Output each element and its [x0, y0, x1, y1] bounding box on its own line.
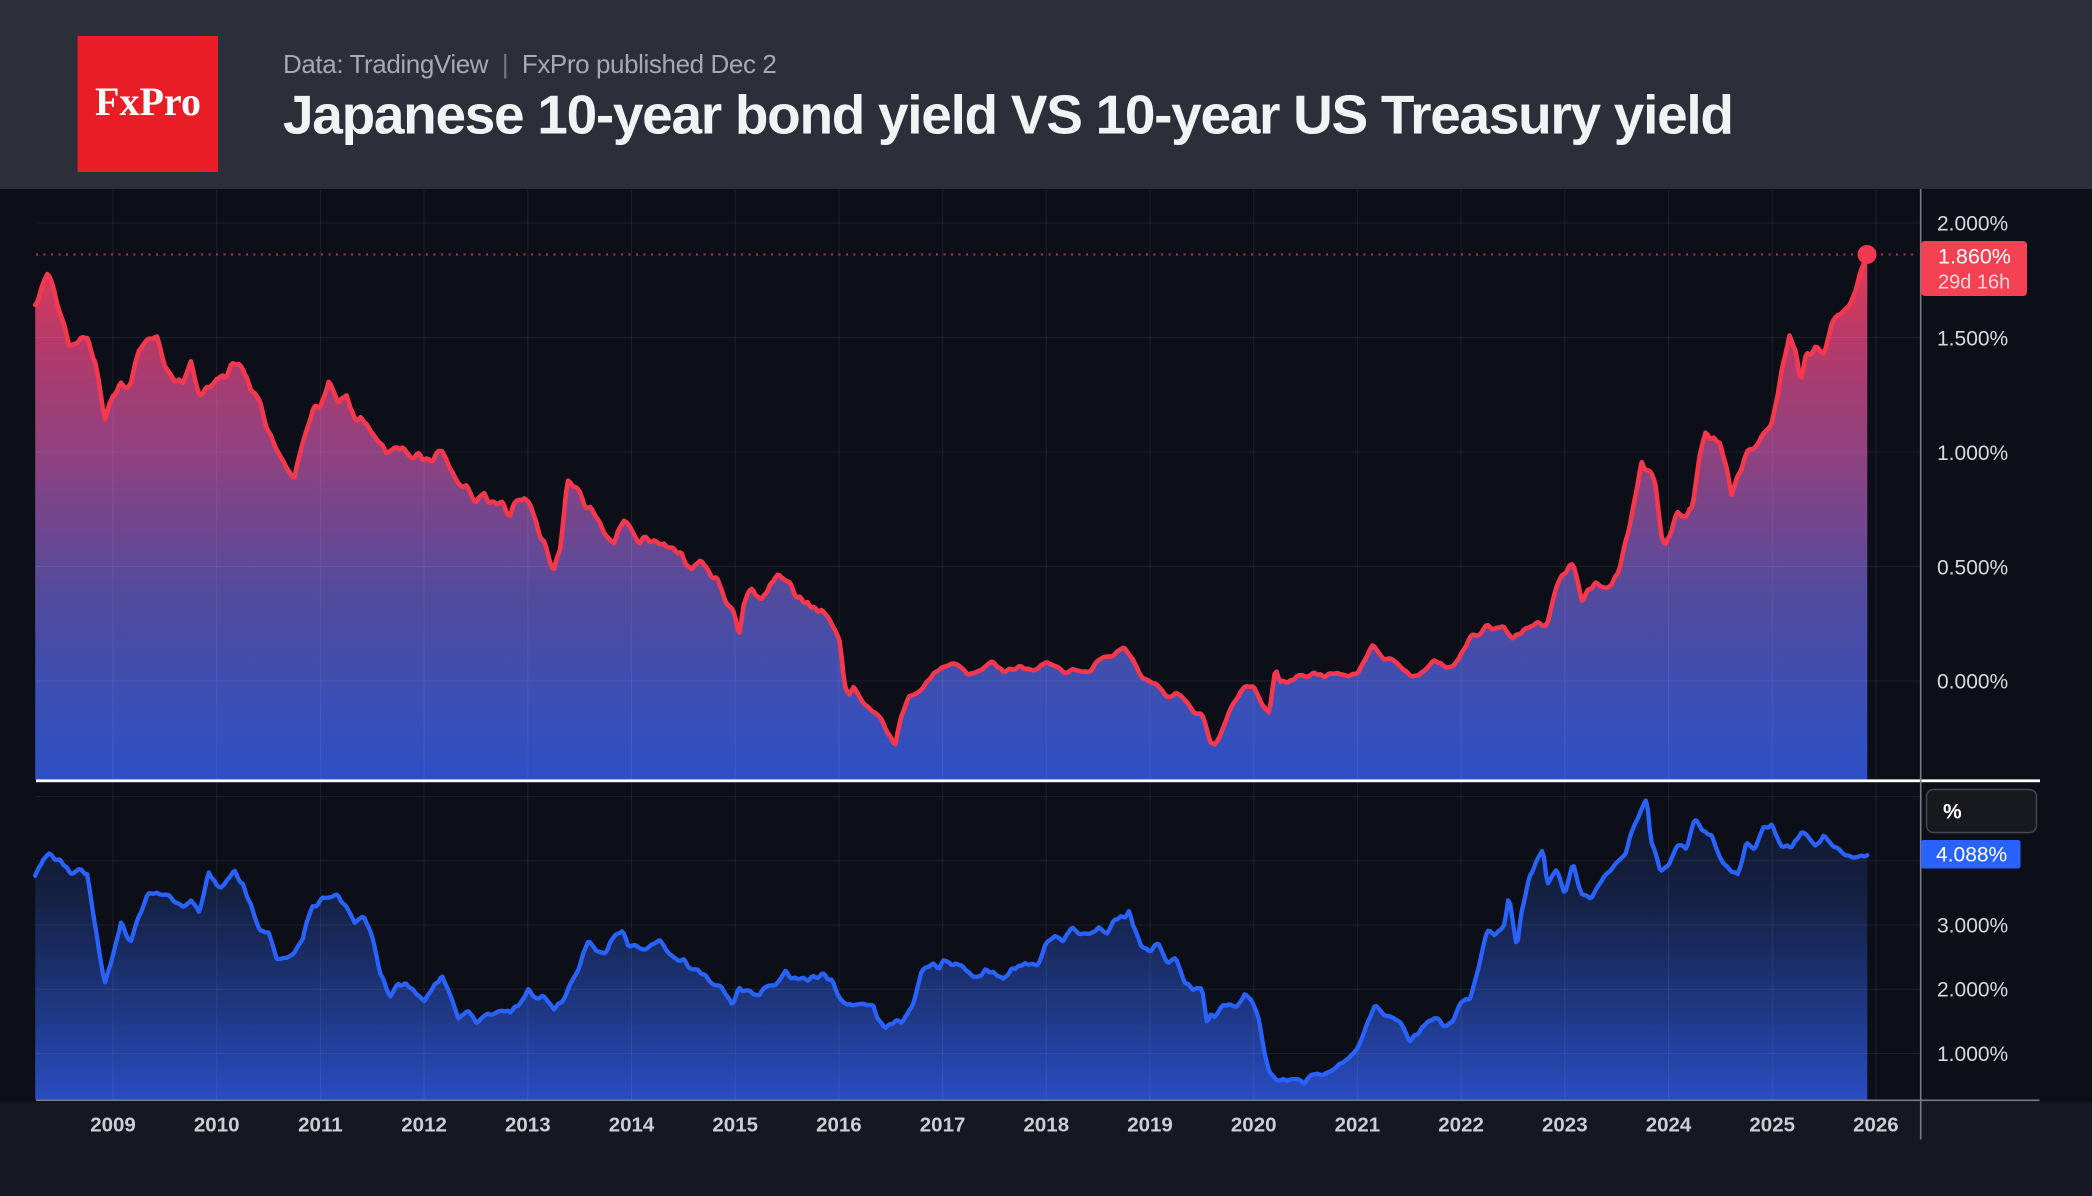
svg-text:2014: 2014 — [609, 1114, 655, 1137]
svg-text:1.500%: 1.500% — [1937, 328, 2008, 351]
svg-text:4.088%: 4.088% — [1936, 844, 2007, 867]
svg-text:Data: TradingView | FxPro pu: Data: TradingView | FxPro published Dec … — [283, 49, 776, 79]
svg-text:2016: 2016 — [816, 1114, 862, 1137]
svg-text:%: % — [1943, 801, 1962, 824]
svg-text:3.000%: 3.000% — [1937, 915, 2008, 938]
svg-text:2013: 2013 — [505, 1114, 551, 1137]
svg-text:2021: 2021 — [1335, 1114, 1381, 1137]
svg-text:2011: 2011 — [298, 1114, 342, 1137]
svg-text:2018: 2018 — [1023, 1114, 1069, 1137]
svg-text:2010: 2010 — [194, 1114, 240, 1137]
svg-text:1.000%: 1.000% — [1937, 442, 2008, 465]
svg-text:2025: 2025 — [1749, 1114, 1795, 1137]
svg-text:2019: 2019 — [1127, 1114, 1173, 1137]
svg-text:1.860%: 1.860% — [1938, 245, 2011, 269]
svg-text:2009: 2009 — [90, 1114, 136, 1137]
svg-text:2023: 2023 — [1542, 1114, 1588, 1137]
svg-text:2012: 2012 — [401, 1114, 447, 1137]
svg-text:29d 16h: 29d 16h — [1938, 272, 2010, 294]
svg-text:Japanese 10-year bond yield VS: Japanese 10-year bond yield VS 10-year U… — [283, 84, 1733, 146]
svg-text:2024: 2024 — [1646, 1114, 1692, 1137]
svg-text:2.000%: 2.000% — [1937, 979, 2008, 1002]
svg-text:2.000%: 2.000% — [1937, 213, 2008, 236]
svg-text:FxPro: FxPro — [95, 79, 201, 124]
svg-text:2017: 2017 — [920, 1114, 966, 1137]
svg-text:0.000%: 0.000% — [1937, 671, 2008, 694]
svg-text:1.000%: 1.000% — [1937, 1043, 2008, 1066]
svg-text:2015: 2015 — [712, 1114, 758, 1137]
svg-text:2022: 2022 — [1438, 1114, 1484, 1137]
svg-text:0.500%: 0.500% — [1937, 557, 2008, 580]
svg-text:2026: 2026 — [1853, 1114, 1899, 1137]
svg-text:2020: 2020 — [1231, 1114, 1277, 1137]
